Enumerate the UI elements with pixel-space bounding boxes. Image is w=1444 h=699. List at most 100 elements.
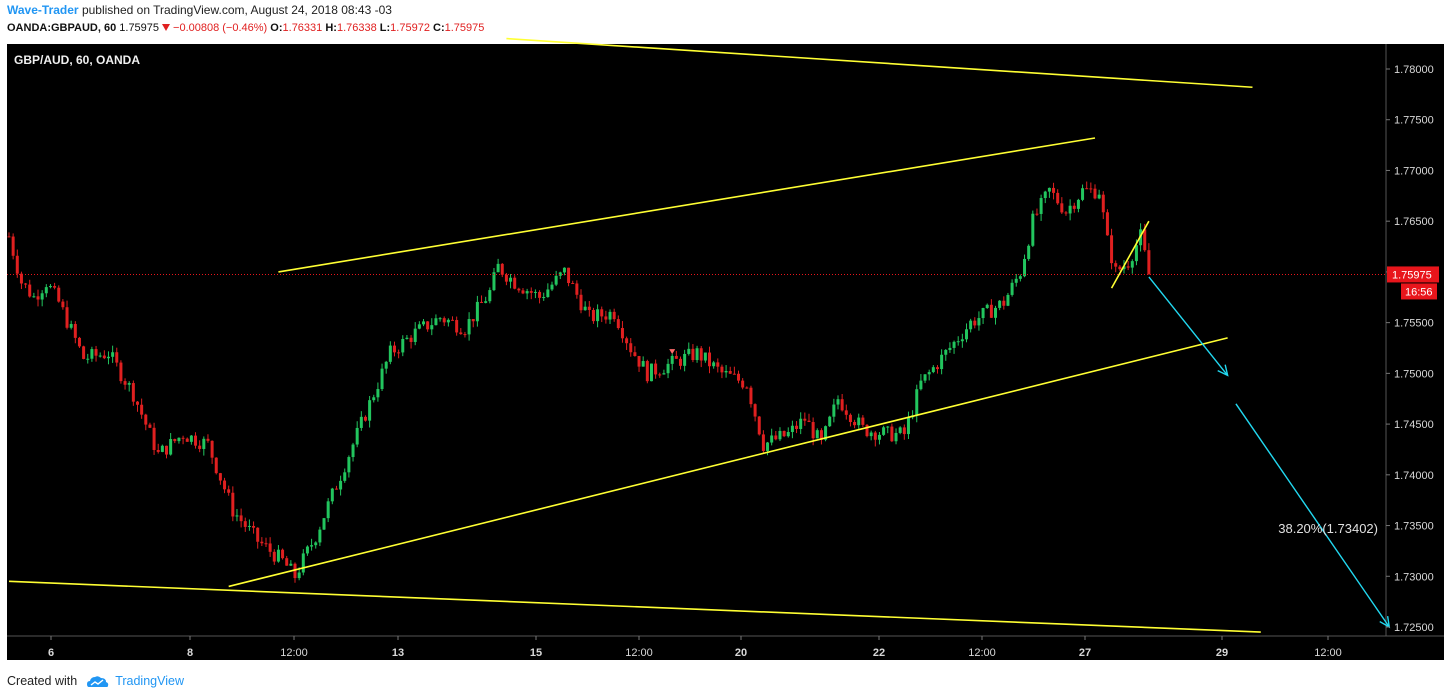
candle-body: [28, 284, 32, 297]
candle-body: [1027, 245, 1031, 259]
fib-annotation[interactable]: 38.20%(1.73402): [1278, 521, 1378, 536]
candle-body: [662, 373, 666, 375]
candle-body: [525, 291, 529, 294]
candle-body: [600, 309, 604, 317]
candle-body: [260, 541, 264, 544]
time-axis[interactable]: 6 8 12:00 13 15 12:00 20 22 12:00 27 29 12:00: [48, 636, 1342, 659]
candle-body: [645, 361, 649, 382]
candle-body: [625, 338, 629, 344]
candle-body: [119, 362, 123, 382]
candle-body: [994, 307, 998, 318]
forecast-arrows[interactable]: [1148, 276, 1391, 629]
candle-body: [1060, 203, 1064, 213]
price-tick-label: 1.73000: [1394, 571, 1434, 583]
candle-body: [923, 374, 927, 381]
candle-body: [1085, 188, 1089, 190]
footer: Created with TradingView: [7, 674, 184, 688]
candle-body: [471, 319, 475, 322]
candle-body: [98, 355, 102, 357]
candle-body: [1122, 266, 1126, 270]
candle-body: [475, 301, 479, 322]
candle-body: [7, 236, 11, 238]
candle-body: [509, 277, 513, 282]
candle-body: [1018, 276, 1022, 279]
high-value: 1.76338: [336, 22, 377, 34]
candle-body: [940, 354, 944, 370]
candle-body: [708, 352, 712, 367]
candle-body: [504, 274, 508, 282]
time-tick-label: 20: [735, 647, 747, 659]
price-tick-label: 1.75500: [1394, 318, 1434, 330]
candle-body: [654, 363, 658, 375]
candle-body: [616, 319, 620, 329]
tradingview-brand-link[interactable]: TradingView: [115, 674, 184, 688]
candle-body: [218, 473, 222, 481]
candle-body: [807, 420, 811, 423]
candle-body: [148, 424, 152, 428]
candle-body: [973, 320, 977, 326]
candle-body: [206, 438, 210, 441]
candle-body: [587, 306, 591, 310]
candle-body: [90, 349, 94, 359]
candle-body: [550, 284, 554, 290]
signal-marker-icon: [669, 349, 676, 355]
candle-body: [422, 321, 425, 325]
author-link[interactable]: Wave-Trader: [7, 3, 79, 17]
candle-body: [521, 290, 525, 294]
candle-body: [848, 414, 852, 423]
candle-body: [1105, 212, 1109, 236]
candle-body: [596, 309, 600, 322]
trendline: [228, 337, 1228, 588]
candle-body: [1043, 191, 1047, 199]
candle-body: [376, 389, 380, 398]
candle-body: [343, 472, 347, 481]
price-tick-label: 1.72500: [1394, 622, 1434, 634]
candle-body: [778, 430, 782, 440]
candle-body: [575, 283, 579, 295]
candle-body: [906, 417, 910, 435]
trendlines[interactable]: [8, 37, 1261, 633]
candle-body: [1130, 261, 1134, 268]
candle-body: [111, 352, 115, 357]
candle-body: [488, 290, 492, 302]
forecast-arrow-line: [1235, 403, 1390, 628]
candle-body: [1006, 294, 1010, 306]
candle-body: [293, 563, 297, 579]
candle-body: [285, 558, 289, 566]
candle-body: [786, 432, 790, 437]
candle-body: [865, 424, 869, 437]
candle-body: [935, 367, 939, 370]
price-axis[interactable]: 1.780001.775001.770001.765001.760001.755…: [1386, 64, 1434, 634]
price-tick-label: 1.74500: [1394, 419, 1434, 431]
candle-body: [542, 297, 546, 299]
candle-body: [766, 442, 770, 451]
candle-body: [496, 263, 500, 273]
publish-text: published on TradingView.com, August 24,…: [81, 3, 392, 17]
candle-body: [372, 397, 376, 401]
candle-body: [330, 488, 334, 502]
candle-body: [944, 349, 948, 355]
candle-body: [438, 318, 442, 320]
candle-body: [314, 542, 318, 546]
candle-body: [546, 289, 550, 298]
last-price-label: 1.75975: [1392, 269, 1432, 281]
forecast-arrowhead-icon: [1217, 364, 1229, 377]
candle-body: [301, 553, 305, 573]
created-with-text: Created with: [7, 674, 78, 688]
candle-body: [790, 425, 794, 433]
price-tick-label: 1.76500: [1394, 216, 1434, 228]
symbol-label: OANDA:GBPAUD, 60: [7, 22, 117, 34]
candle-body: [799, 418, 803, 429]
candle-body: [355, 427, 359, 445]
candle-body: [467, 319, 471, 335]
candle-body: [297, 572, 301, 579]
candle-body: [1052, 187, 1056, 193]
candle-body: [529, 291, 533, 293]
candle-body: [811, 422, 815, 439]
candle-body: [1081, 188, 1085, 200]
candle-body: [948, 347, 952, 350]
candle-body: [637, 356, 641, 367]
candle-body: [363, 416, 367, 421]
candle-body: [753, 404, 757, 417]
